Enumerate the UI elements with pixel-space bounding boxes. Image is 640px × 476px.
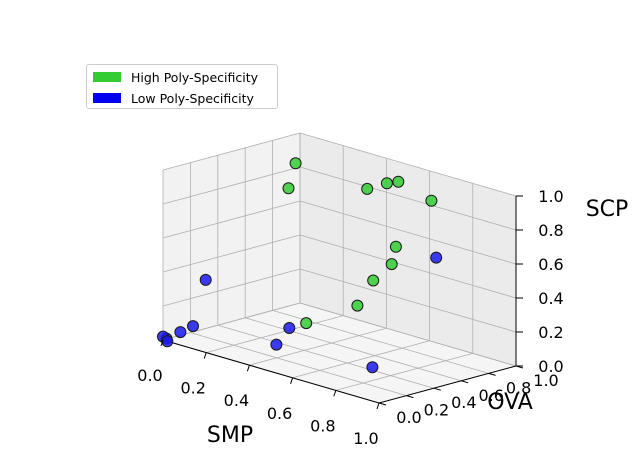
grid-line-floor-y	[217, 324, 434, 389]
x-tick-label: 0.8	[310, 416, 335, 435]
data-point-low	[430, 251, 443, 264]
axis-lines	[162, 196, 517, 404]
data-point-high	[389, 240, 402, 253]
z-tick-label: 1.0	[538, 187, 563, 206]
legend-swatch-low	[93, 93, 121, 103]
z-tick-label: 0.6	[538, 255, 563, 274]
grid-line-floor-y	[299, 302, 517, 367]
x-tick-label: 0.6	[267, 404, 292, 423]
grid-line-floor-x	[249, 327, 387, 366]
grid-line-back-z	[299, 200, 517, 265]
axis-panes	[163, 133, 516, 403]
data-point-low	[174, 326, 187, 339]
legend-label-low: Low Poly-Specificity	[131, 90, 254, 106]
data-point-high	[351, 299, 364, 312]
y-tick-label: 0.8	[506, 378, 531, 397]
legend-item-low: Low Poly-Specificity	[93, 90, 254, 106]
grid-line-back-z	[299, 166, 517, 231]
data-point-low	[187, 320, 199, 333]
legend-swatch-high	[93, 72, 121, 82]
data-point-low	[283, 322, 296, 334]
grid-line-back-z	[299, 268, 517, 333]
grid-line-left-z	[162, 268, 301, 307]
x-tick-label: 0.0	[137, 366, 162, 385]
y-axis-label: OVA	[487, 390, 533, 415]
data-point-high	[385, 258, 398, 271]
x-axis-label: SMP	[207, 423, 253, 448]
x-tick-mark	[333, 390, 337, 397]
data-point-low	[366, 361, 379, 374]
y-axis-line	[378, 365, 517, 404]
data-point-high	[425, 194, 438, 207]
data-point-low	[161, 335, 174, 348]
z-tick-label: 0.8	[538, 221, 563, 240]
y-tick-label: 0.4	[451, 393, 476, 412]
z-tick-label: 0.0	[538, 357, 563, 376]
grid-line-left-z	[162, 166, 301, 205]
grid-line-left-z	[162, 132, 301, 171]
left-pane	[163, 133, 300, 340]
y-tick-label: 0.6	[478, 386, 503, 405]
floor-pane	[163, 303, 516, 403]
grid-line-back-z	[299, 132, 517, 197]
y-tick-label: 1.0	[533, 371, 558, 390]
y-tick-mark	[461, 380, 469, 384]
y-tick-mark	[378, 402, 387, 406]
data-point-high	[300, 317, 313, 330]
data-point-low	[199, 273, 212, 286]
tick-labels: 0.00.00.00.20.20.20.4 0.40.40.60.60.60.80…	[137, 187, 563, 448]
data-point-high	[367, 274, 380, 287]
grid-line-floor-x	[292, 340, 430, 379]
grid-line-left-z	[162, 200, 301, 239]
grid-line-floor-x	[206, 315, 344, 353]
x-tick-mark	[376, 402, 380, 410]
x-tick-mark	[246, 365, 250, 372]
x-tick-label: 0.4	[224, 391, 249, 410]
data-point-low	[270, 338, 283, 351]
y-tick-mark	[406, 395, 414, 399]
data-point-high	[361, 182, 374, 195]
data-point-high	[380, 177, 393, 190]
grid-line-floor-y	[245, 317, 462, 382]
legend-item-high: High Poly-Specificity	[93, 69, 258, 85]
x-tick-mark	[160, 339, 164, 347]
x-tick-label: 0.2	[180, 379, 205, 398]
legend-label-high: High Poly-Specificity	[131, 69, 259, 85]
z-tick-label: 0.2	[538, 323, 563, 342]
x-tick-mark	[203, 352, 207, 359]
y-tick-mark	[488, 372, 496, 376]
y-tick-label: 0.0	[396, 408, 421, 427]
grid-line-back-z	[299, 234, 517, 299]
grid-line-floor-x	[335, 353, 473, 391]
y-tick-mark	[433, 387, 441, 391]
y-tick-label: 0.2	[424, 401, 449, 420]
z-tick-label: 0.4	[538, 289, 563, 308]
data-point-high	[392, 175, 405, 188]
data-point-high	[289, 157, 302, 170]
data-point-high	[282, 182, 295, 195]
x-tick-label: 1.0	[353, 429, 378, 448]
x-tick-mark	[290, 377, 294, 384]
z-axis-label: SCP	[586, 197, 629, 222]
grid-line-left-z	[162, 234, 301, 273]
x-axis-line	[162, 339, 380, 404]
grid-line-floor-y	[190, 332, 407, 396]
y-tick-mark	[515, 365, 524, 369]
legend: High Poly-Specificity Low Poly-Specifici…	[86, 64, 278, 109]
data-points	[157, 157, 443, 374]
